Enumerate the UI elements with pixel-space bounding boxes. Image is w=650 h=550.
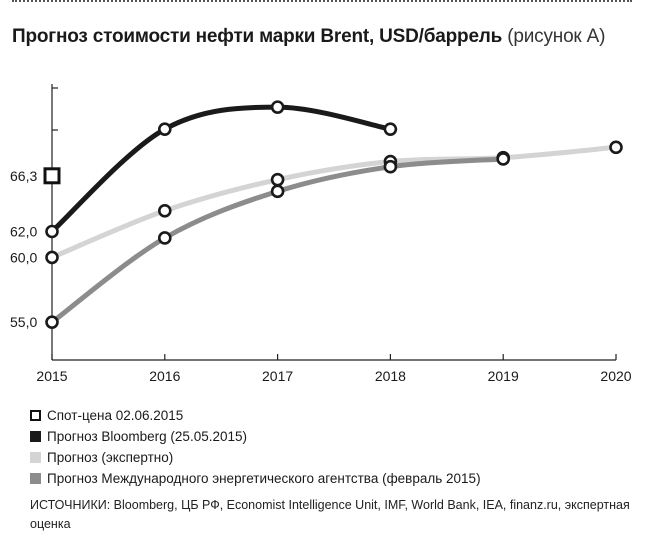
chart-legend: Спот-цена 02.06.2015 Прогноз Bloomberg (2… [30, 405, 481, 489]
chart-title-note: (рисунок А) [507, 26, 606, 47]
series-2-point-2016 [158, 231, 172, 245]
series-2-point-2017 [270, 184, 285, 199]
chart-title-main: Прогноз стоимости нефти марки Brent, USD… [12, 26, 503, 47]
legend-item-2: Прогноз (экспертно) [30, 447, 481, 468]
y-tick-label-60,0: 60,0 [10, 249, 37, 265]
series-line-1 [49, 144, 619, 260]
y-tick-label-66,3: 66,3 [10, 168, 37, 184]
series-0-point-2018 [383, 122, 398, 136]
series-0-point-2016 [158, 122, 172, 136]
legend-swatch-2 [30, 452, 41, 463]
legend-label-2: Прогноз (экспертно) [47, 450, 174, 465]
series-0-point-2015 [45, 224, 59, 239]
legend-item-0: Спот-цена 02.06.2015 [30, 405, 481, 426]
x-tick-label-2017: 2017 [262, 368, 293, 384]
series-1-point-2017 [270, 172, 285, 187]
series-1-point-2015 [45, 250, 59, 265]
line-chart: 2015 2016 2017 2018 2019 2020 55,0 60,0 62,0 66,3 [10, 84, 632, 384]
legend-label-3: Прогноз Международного энергетического а… [47, 471, 481, 486]
x-tick-label-2018: 2018 [375, 368, 406, 384]
series-2-point-2019 [496, 152, 511, 166]
legend-label-0: Спот-цена 02.06.2015 [47, 408, 184, 423]
y-tick-label-62,0: 62,0 [10, 224, 37, 240]
legend-item-3: Прогноз Международного энергетического а… [30, 468, 481, 489]
x-tick-label-2015: 2015 [36, 368, 67, 384]
legend-swatch-3 [30, 473, 41, 484]
legend-swatch-0 [30, 410, 41, 421]
legend-swatch-1 [30, 431, 41, 442]
series-0-point-2017 [270, 100, 285, 114]
series-2-point-2018 [383, 159, 398, 174]
x-tick-label-2019: 2019 [488, 368, 519, 384]
series-1-point-2020 [609, 140, 623, 155]
x-tick-label-2020: 2020 [600, 368, 631, 384]
y-tick-label-55,0: 55,0 [10, 314, 37, 330]
series-line-0 [49, 104, 393, 234]
sources-note: ИСТОЧНИКИ: Bloomberg, ЦБ РФ, Economist I… [30, 498, 630, 531]
series-2-point-2015 [45, 315, 59, 329]
x-tick-label-2016: 2016 [149, 368, 180, 384]
series-1-point-2016 [158, 203, 172, 218]
top-dotted-divider [12, 0, 632, 8]
legend-item-1: Прогноз Bloomberg (25.05.2015) [30, 426, 481, 447]
chart-title: Прогноз стоимости нефти марки Brent, USD… [12, 26, 605, 48]
spot-price-marker [43, 167, 61, 185]
legend-label-1: Прогноз Bloomberg (25.05.2015) [47, 429, 247, 444]
